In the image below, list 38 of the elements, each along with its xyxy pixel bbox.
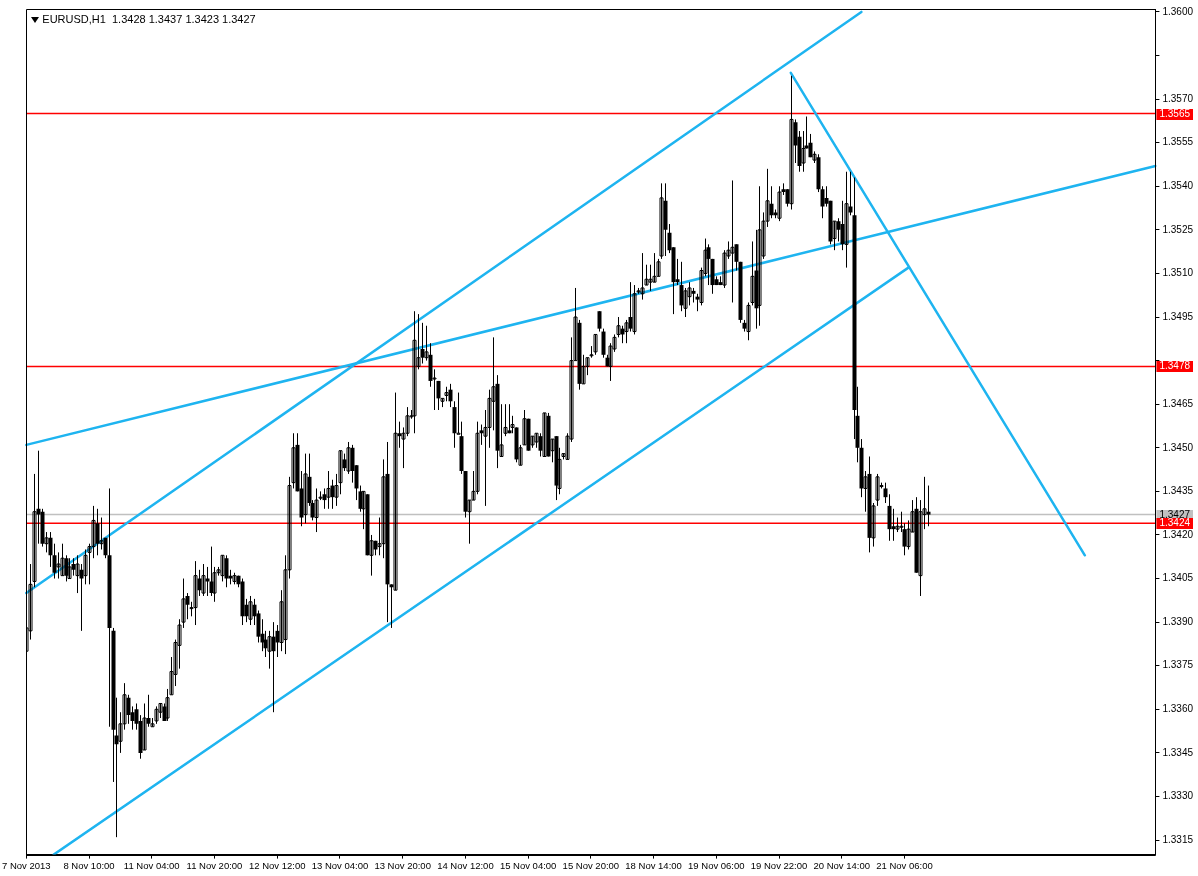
y-tick-label: 1.3555 — [1162, 136, 1194, 148]
x-tick-label: 12 Nov 12:00 — [248, 859, 306, 871]
y-tick-label: 1.3570 — [1162, 92, 1194, 104]
y-tick-label: 1.3600 — [1162, 5, 1194, 17]
chart-title: EURUSD,H1 1.3428 1.3437 1.3423 1.3427 — [42, 12, 256, 25]
y-tick-label: 1.3315 — [1162, 833, 1194, 845]
x-tick-label: 21 Nov 06:00 — [876, 859, 933, 871]
ref-line-label: 1.3424 — [1159, 517, 1191, 529]
y-tick-label: 1.3450 — [1162, 441, 1194, 453]
y-tick-label: 1.3420 — [1162, 528, 1194, 540]
x-tick-label: 15 Nov 20:00 — [562, 859, 620, 871]
x-tick-label: 8 Nov 10:00 — [63, 859, 115, 871]
y-tick-label: 1.3525 — [1162, 223, 1194, 235]
x-tick-label: 19 Nov 06:00 — [688, 859, 745, 871]
y-tick-label: 1.3360 — [1162, 703, 1194, 715]
ref-line-label: 1.3565 — [1159, 108, 1191, 120]
x-tick-label: 14 Nov 12:00 — [437, 859, 494, 871]
x-tick-label: 20 Nov 14:00 — [813, 859, 871, 871]
x-tick-label: 15 Nov 04:00 — [499, 859, 557, 871]
ref-line-label: 1.3427 — [1159, 509, 1191, 521]
x-tick-label: 7 Nov 2013 — [2, 859, 51, 871]
y-tick-label: 1.3540 — [1162, 180, 1194, 192]
y-tick-label: 1.3405 — [1162, 572, 1194, 584]
ref-line-label: 1.3478 — [1159, 360, 1191, 372]
x-tick-label: 18 Nov 14:00 — [625, 859, 682, 871]
y-tick-label: 1.3330 — [1162, 790, 1194, 802]
y-tick-label: 1.3510 — [1162, 267, 1194, 279]
x-tick-label: 11 Nov 20:00 — [186, 859, 243, 871]
y-tick-label: 1.3495 — [1162, 310, 1194, 322]
y-tick-label: 1.3345 — [1162, 746, 1194, 758]
y-tick-label: 1.3375 — [1162, 659, 1194, 671]
x-tick-label: 13 Nov 04:00 — [311, 859, 369, 871]
y-tick-label: 1.3465 — [1162, 397, 1194, 409]
y-tick-label: 1.3435 — [1162, 485, 1194, 497]
x-tick-label: 11 Nov 04:00 — [123, 859, 180, 871]
x-tick-label: 13 Nov 20:00 — [374, 859, 431, 871]
y-tick-label: 1.3390 — [1162, 615, 1194, 627]
x-tick-label: 19 Nov 22:00 — [750, 859, 808, 871]
